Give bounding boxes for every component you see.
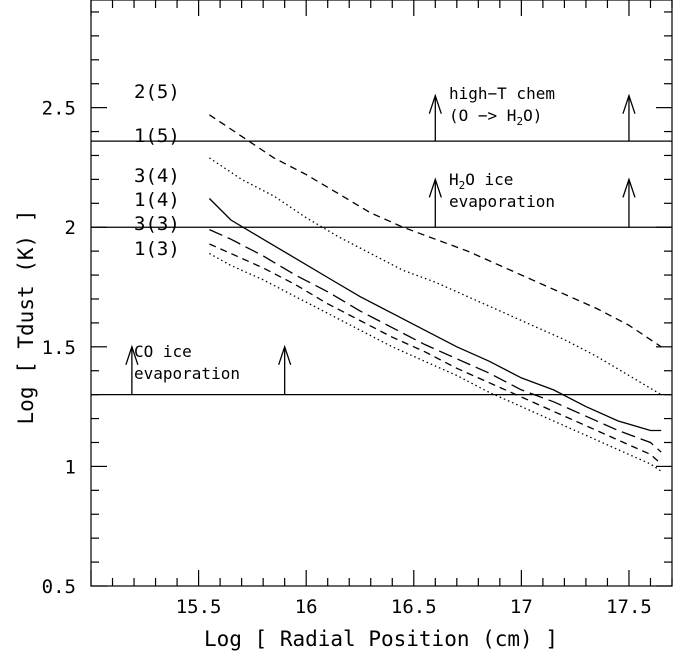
curve-labels: 2(5) 1(5) 3(4) 1(4) 3(3) 1(3) [134,81,180,260]
curve-label-3-3: 3(3) [134,213,180,235]
series-group [208,114,662,472]
y-tick-label: 2.5 [42,98,76,120]
annotation-co-evaporation: evaporation [134,364,240,383]
y-tick-labels: 0.5 1 1.5 2 2.5 [42,98,76,598]
series-line-3-4 [208,198,662,432]
x-tick-label: 16 [295,596,318,618]
arrow-up-icon [622,177,636,228]
annotation-h2o-evaporation: evaporation [449,192,555,211]
arrow-group [125,93,636,395]
arrow-up-icon [125,344,139,395]
annotation-co-ice: CO ice [134,342,192,361]
annotation-o-to-h2o: (O −> H2O) [449,106,542,128]
plot-area [90,0,673,587]
series-line-1-4 [209,243,662,465]
plot-frame [90,0,673,587]
curve-label-1-5: 1(5) [134,125,180,147]
y-tick-label: 0.5 [42,576,76,598]
curve-label-1-4: 1(4) [134,189,180,211]
annotation-h2o-ice: H2O ice [449,170,513,192]
x-tick-label: 17.5 [606,596,652,618]
y-tick-label: 1 [65,456,76,478]
curve-label-1-3: 1(3) [134,238,180,260]
x-tick-label: 17 [510,596,533,618]
series-line-1-5 [209,157,662,396]
x-tick-label: 15.5 [176,596,222,618]
arrow-up-icon [428,93,442,142]
y-tick-label: 1.5 [42,337,76,359]
x-axis-title: Log [ Radial Position (cm) ] [204,627,558,651]
curve-label-3-4: 3(4) [134,165,180,187]
arrow-up-icon [622,93,636,142]
minor-ticks [91,0,673,586]
series-line-1-3 [209,252,662,472]
annotation-high-t-chem: high−T chem [449,84,555,103]
annotations: high−T chem (O −> H2O) H2O ice evaporati… [134,84,555,383]
threshold-lines [91,140,672,396]
series-line-3-3 [209,229,662,453]
y-axis-title: Log [ Tdust (K) ] [14,210,38,425]
x-tick-labels: 15.5 16 16.5 17 17.5 [176,596,652,618]
arrow-up-icon [428,177,442,228]
curve-label-2-5: 2(5) [134,81,180,103]
series-line-2-5 [209,114,662,348]
x-tick-label: 16.5 [391,596,437,618]
y-tick-label: 2 [65,217,76,239]
arrow-up-icon [278,344,292,395]
